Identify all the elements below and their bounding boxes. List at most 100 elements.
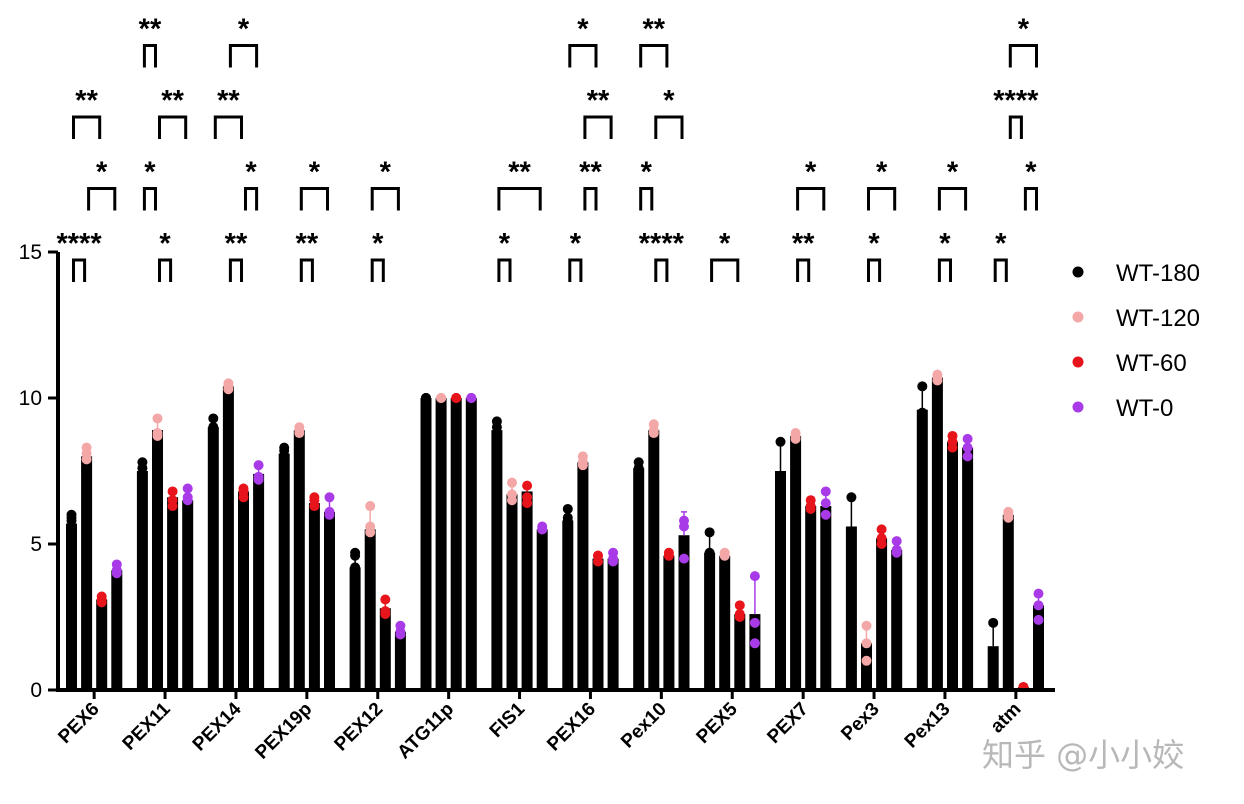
significance-label: * [238,14,250,46]
significance-bracket [583,115,613,139]
data-point [81,454,92,465]
data-point [451,393,462,403]
significance-bracket [370,187,400,211]
data-point [704,527,715,538]
bar-PEX12-WT-0 [394,631,406,690]
bar-Pex3-WT-180 [845,526,857,690]
data-point [1033,614,1044,625]
significance-bracket [299,258,314,282]
bar-Pex10-WT-120 [648,430,660,690]
legend: WT-180 WT-120 WT-60 WT-0 [1072,260,1200,422]
data-point [436,393,447,403]
significance-label: * [947,157,959,189]
data-point [208,413,219,424]
data-point [749,638,760,649]
data-point [790,430,801,441]
bar-Pex3-WT-60 [876,538,888,690]
bar-PEX14-WT-120 [222,386,234,690]
data-point [917,416,928,427]
data-point [861,655,872,666]
significance-label: * [868,228,880,260]
data-point [253,460,264,471]
significance-label: * [380,157,392,189]
data-point [608,556,619,567]
significance-label: ** [792,228,815,260]
x-tick-label-PEX19p: PEX19p [251,699,316,764]
significance-label: * [1025,157,1037,189]
x-tick-label-PEX16: PEX16 [543,699,600,756]
data-point [577,460,588,471]
bar-PEX11-WT-60 [167,497,179,690]
data-point [137,457,148,468]
data-point [208,422,219,433]
data-point [380,609,391,620]
data-point [507,477,517,488]
data-points-layer [66,369,1044,693]
significance-bracket [87,187,117,211]
bar-PEX14-WT-180 [207,427,219,690]
bar-PEX19p-WT-180 [278,453,290,690]
x-tick-label-PEX14: PEX14 [189,698,246,755]
bar-PEX5-WT-120 [719,555,731,690]
data-point [861,620,872,631]
significance-label: * [805,157,817,189]
data-point [749,571,760,582]
significance-bracket [1008,115,1023,139]
bar-Pex3-WT-0 [891,549,903,690]
bar-PEX19p-WT-60 [308,503,320,690]
bar-PEX7-WT-60 [805,506,817,690]
data-point [537,524,548,535]
significance-label: * [96,157,108,189]
legend-label-WT-0: WT-0 [1116,395,1173,422]
significance-label: ** [296,228,319,260]
data-point [66,512,77,523]
data-point [395,629,406,640]
data-point [491,422,502,433]
bar-FIS1-WT-60 [521,491,533,690]
significance-label: * [577,14,589,46]
bars-layer [66,377,1044,690]
y-tick-label: 5 [30,533,42,556]
significance-bracket [654,258,669,282]
data-point [1033,588,1044,599]
significance-bracket [72,258,87,282]
significance-label: ** [508,157,531,189]
watermark-text: 知乎 @小小姣 [982,736,1184,774]
significance-bracket [370,258,385,282]
data-point [962,442,973,453]
significance-label: ** [217,85,240,117]
bar-PEX6-WT-0 [111,570,123,690]
data-point [324,492,335,503]
data-point [679,521,689,532]
significance-label: ** [579,157,602,189]
data-point [962,451,973,462]
data-point [749,617,760,628]
data-point [507,495,517,506]
legend-marker-WT-0 [1072,401,1084,413]
significance-bracket [228,44,259,68]
bar-PEX7-WT-0 [820,506,832,690]
bar-atm-WT-180 [987,646,999,690]
data-point [96,594,107,605]
significance-bracket [497,187,542,211]
data-point [223,381,234,392]
legend-marker-WT-180 [1072,266,1084,278]
bar-FIS1-WT-180 [491,430,503,690]
significance-bracket [1023,187,1038,211]
significance-bracket [213,115,243,139]
x-tick-label-Pex3: Pex3 [837,699,883,745]
significance-label: * [245,157,257,189]
data-point [820,509,831,520]
bar-atm-WT-120 [1002,514,1014,690]
significance-bracket [796,258,811,282]
data-point [1033,600,1044,611]
bar-PEX11-WT-180 [136,471,148,690]
bar-PEX16-WT-120 [577,462,589,690]
legend-label-WT-120: WT-120 [1116,305,1200,332]
significance-bracket [796,187,826,211]
significance-layer: ****************************************… [56,14,1039,282]
data-point [111,565,122,576]
x-tick-label-PEX5: PEX5 [693,698,743,748]
